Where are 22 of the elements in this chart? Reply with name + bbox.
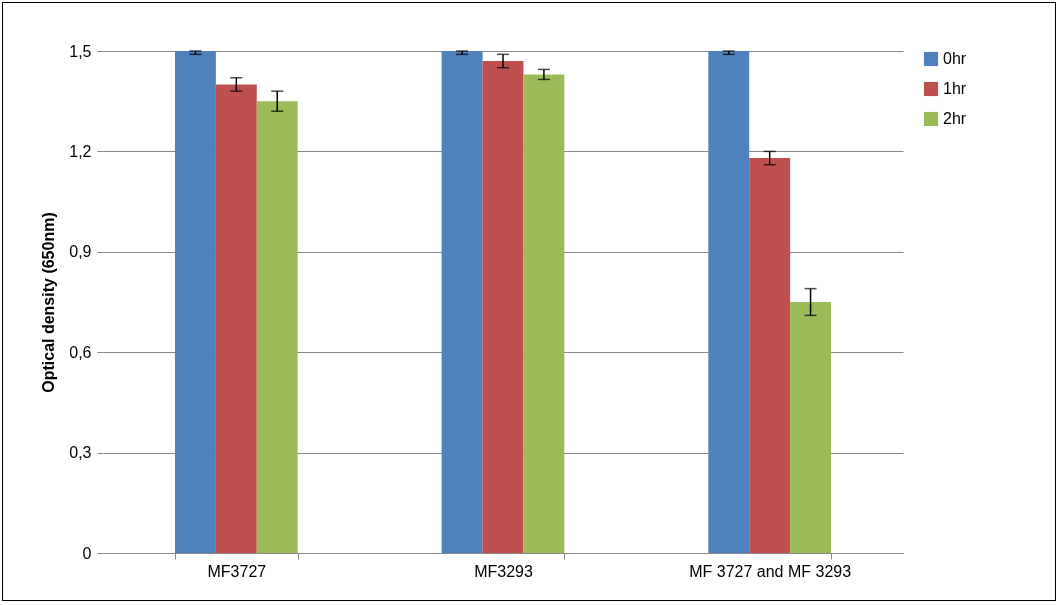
- x-tick-label: MF 3727 and MF 3293: [689, 562, 852, 580]
- y-tick-label: 0,9: [69, 243, 92, 261]
- bar: [256, 101, 298, 553]
- legend-label: 1hr: [943, 80, 967, 97]
- y-tick-label: 1,2: [69, 142, 92, 160]
- legend-label: 2hr: [943, 110, 967, 127]
- y-tick-label: 0,6: [69, 343, 92, 361]
- bar: [482, 61, 524, 553]
- bar: [175, 51, 216, 553]
- bar: [749, 158, 791, 553]
- bar: [215, 84, 257, 553]
- bar: [708, 51, 750, 553]
- y-tick-label: 1,5: [69, 42, 92, 60]
- bar: [790, 302, 831, 553]
- y-axis-title: Optical density (650nm): [40, 212, 58, 393]
- bar: [523, 74, 565, 553]
- bar: [441, 51, 483, 553]
- x-tick-label: MF3727: [207, 562, 267, 580]
- legend-label: 0hr: [943, 50, 967, 67]
- x-tick-label: MF3293: [474, 562, 533, 580]
- y-tick-label: 0: [82, 544, 92, 562]
- y-tick-label: 0,3: [69, 444, 92, 462]
